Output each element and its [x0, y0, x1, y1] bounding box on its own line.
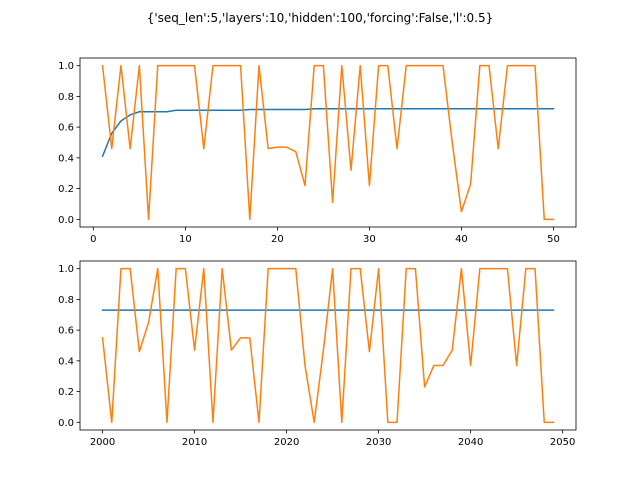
x-tick-label: 0: [90, 234, 96, 245]
x-tick-label: 2010: [182, 437, 207, 448]
x-tick-label: 2020: [274, 437, 299, 448]
x-tick-label: 30: [363, 234, 376, 245]
x-tick-label: 2000: [90, 437, 115, 448]
x-tick-label: 50: [547, 234, 560, 245]
x-tick-label: 40: [455, 234, 468, 245]
y-tick-label: 0.6: [58, 326, 74, 337]
x-tick-label: 2030: [366, 437, 391, 448]
top-subplot: 0 10 20 30 40 50 0.0 0.2 0.4 0.6 0.8 1.0: [58, 57, 577, 245]
series-line-1: [101, 64, 555, 221]
y-tick-label: 0.4: [58, 356, 74, 367]
x-tick-label: 2040: [458, 437, 483, 448]
y-tick-label: 0.2: [58, 184, 74, 195]
y-tick-label: 0.0: [58, 418, 74, 429]
x-tick-label: 10: [179, 234, 192, 245]
series-line-0: [101, 107, 555, 158]
x-tick-label: 2050: [550, 437, 575, 448]
y-tick-label: 1.0: [58, 264, 74, 275]
axes-frame: [79, 57, 577, 228]
y-tick-label: 0.4: [58, 153, 74, 164]
x-tick-label: 20: [271, 234, 284, 245]
bottom-subplot: 2000 2010 2020 2030 2040 2050 0.0 0.2 0.4 0.6 0.8 1…: [58, 260, 577, 448]
y-tick-label: 0.6: [58, 123, 74, 134]
series-line-1: [101, 267, 555, 424]
y-tick-label: 0.8: [58, 92, 74, 103]
y-tick-label: 1.0: [58, 61, 74, 72]
y-tick-label: 0.2: [58, 387, 74, 398]
y-tick-label: 0.0: [58, 215, 74, 226]
y-tick-label: 0.8: [58, 295, 74, 306]
figure-title: {'seq_len':5,'layers':10,'hidden':100,'f…: [147, 11, 494, 25]
axes-frame: [79, 260, 577, 431]
